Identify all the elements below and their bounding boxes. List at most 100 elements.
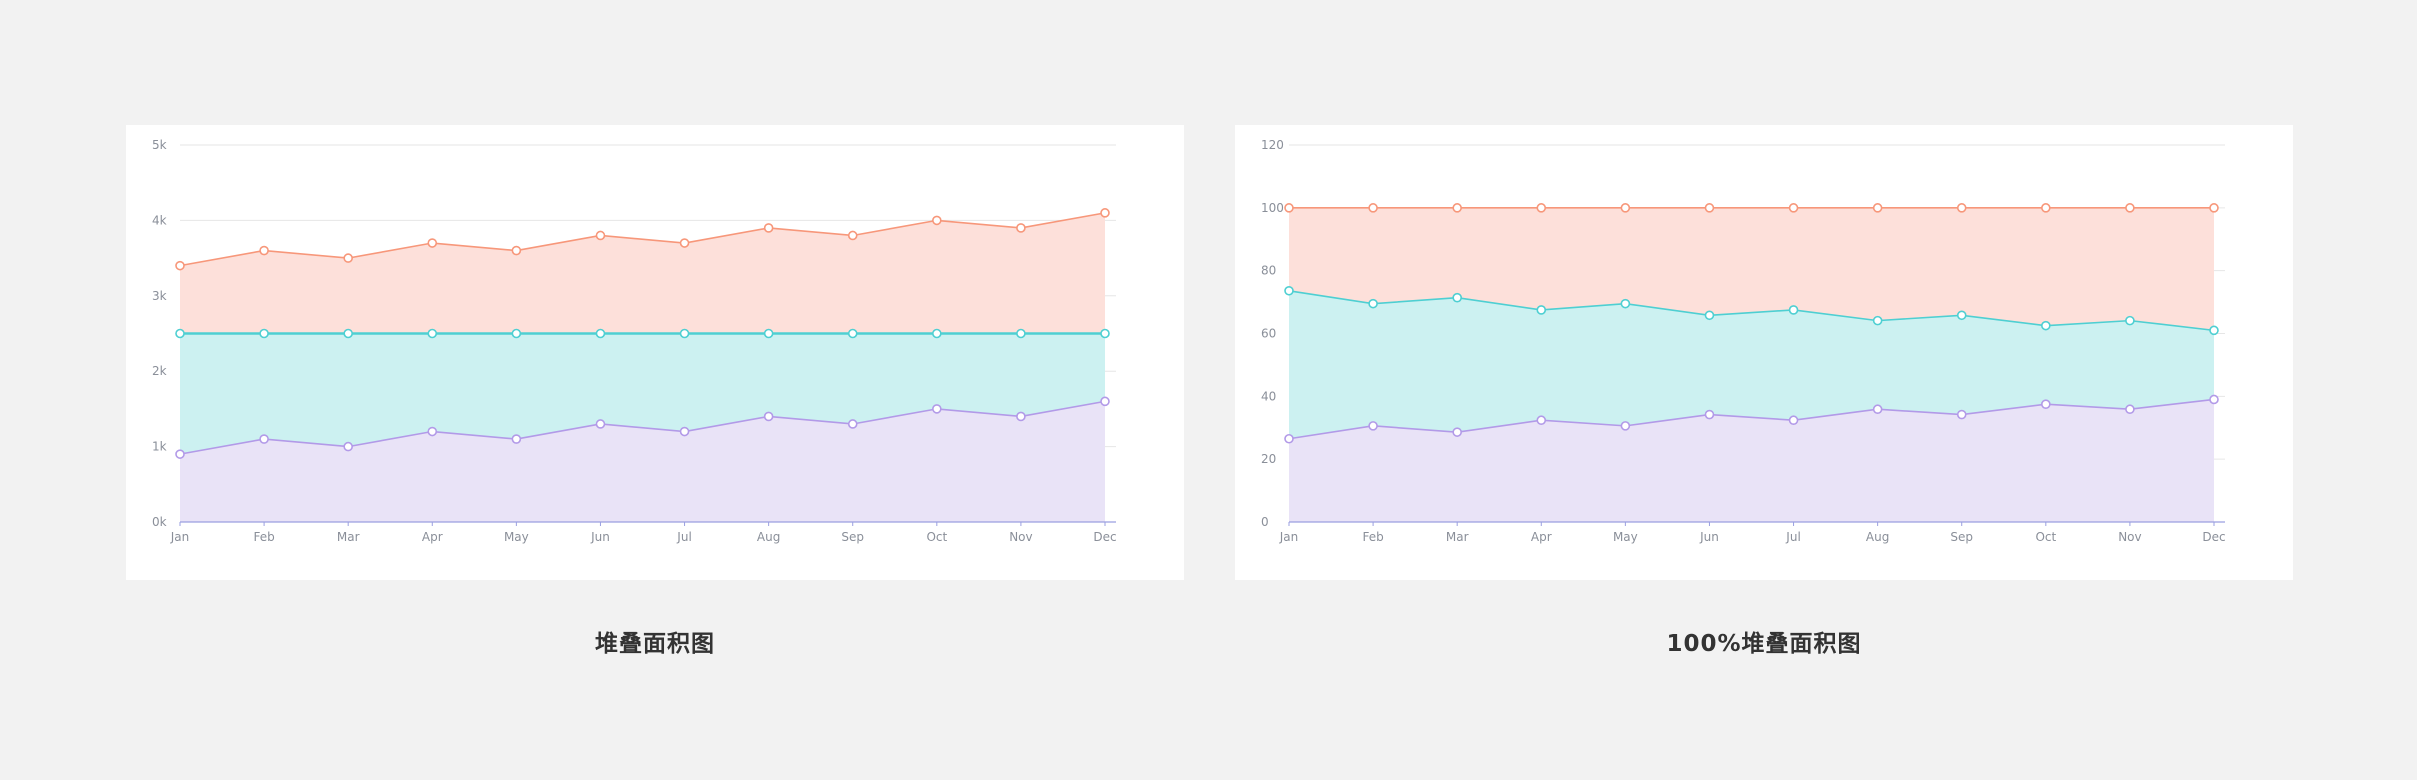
purple-data-point[interactable] bbox=[1872, 404, 1883, 415]
purple-data-point[interactable] bbox=[1704, 409, 1715, 420]
x-tick-label: Feb bbox=[1362, 530, 1383, 544]
x-tick-label: May bbox=[1613, 530, 1638, 544]
purple-data-point[interactable] bbox=[1788, 415, 1799, 426]
x-tick-label: Jan bbox=[1279, 530, 1299, 544]
orange-data-point[interactable] bbox=[175, 260, 185, 271]
cyan-data-point[interactable] bbox=[427, 328, 438, 339]
orange-data-point[interactable] bbox=[1016, 223, 1026, 233]
purple-data-point[interactable] bbox=[175, 449, 185, 459]
orange-data-point[interactable] bbox=[259, 245, 269, 256]
cyan-data-point[interactable] bbox=[259, 328, 269, 339]
orange-data-point[interactable] bbox=[2125, 203, 2135, 213]
x-tick-label: Jun bbox=[590, 530, 610, 544]
purple-data-point[interactable] bbox=[1100, 396, 1110, 407]
purple-data-point[interactable] bbox=[595, 419, 606, 429]
orange-data-point[interactable] bbox=[1620, 203, 1631, 213]
purple-data-point[interactable] bbox=[932, 404, 942, 414]
y-tick-label: 4k bbox=[152, 213, 167, 227]
orange-data-point[interactable] bbox=[1452, 203, 1462, 213]
cyan-data-point[interactable] bbox=[2041, 320, 2051, 331]
x-tick-label: Mar bbox=[337, 530, 360, 544]
purple-data-point[interactable] bbox=[511, 434, 522, 444]
purple-data-point[interactable] bbox=[343, 441, 353, 452]
cyan-data-point[interactable] bbox=[1956, 310, 1967, 321]
orange-data-point[interactable] bbox=[1100, 208, 1110, 218]
orange-data-point[interactable] bbox=[1788, 203, 1799, 213]
orange-data-point[interactable] bbox=[1704, 203, 1715, 213]
stacked-area-chart-panel: 0k 1k 2k 3k 4k 5k Jan Feb Mar Apr May Jun Jul Aug Sep O… bbox=[126, 125, 1184, 580]
cyan-data-point[interactable] bbox=[932, 328, 942, 339]
y-tick-label: 1k bbox=[152, 440, 167, 454]
purple-data-point[interactable] bbox=[2125, 404, 2135, 415]
cyan-data-point[interactable] bbox=[1016, 328, 1026, 339]
orange-data-point[interactable] bbox=[763, 223, 774, 233]
cyan-data-point[interactable] bbox=[175, 328, 185, 339]
purple-data-point[interactable] bbox=[1016, 411, 1026, 422]
cyan-data-point[interactable] bbox=[1872, 315, 1883, 326]
x-tick-label: Sep bbox=[841, 530, 864, 544]
purple-data-point[interactable] bbox=[2041, 399, 2051, 409]
cyan-data-point[interactable] bbox=[1620, 298, 1631, 309]
cyan-data-point[interactable] bbox=[1100, 328, 1110, 339]
orange-data-point[interactable] bbox=[1536, 203, 1547, 213]
orange-data-point[interactable] bbox=[2209, 203, 2219, 213]
cyan-area bbox=[1289, 290, 2214, 439]
orange-data-point[interactable] bbox=[1284, 203, 1294, 213]
y-tick-label: 3k bbox=[152, 289, 167, 303]
x-tick-label: Mar bbox=[1446, 530, 1469, 544]
cyan-data-point[interactable] bbox=[1788, 305, 1799, 315]
orange-data-point[interactable] bbox=[679, 238, 690, 248]
orange-data-point[interactable] bbox=[1956, 203, 1967, 213]
orange-data-point[interactable] bbox=[595, 230, 606, 241]
orange-data-point[interactable] bbox=[427, 238, 438, 248]
orange-data-point[interactable] bbox=[1368, 203, 1378, 213]
x-tick-label: Jun bbox=[1699, 530, 1719, 544]
cyan-data-point[interactable] bbox=[1536, 305, 1547, 315]
x-tick-label: Dec bbox=[1093, 530, 1116, 544]
cyan-data-point[interactable] bbox=[343, 328, 353, 339]
purple-series-line bbox=[179, 400, 1106, 455]
y-tick-label: 0k bbox=[152, 515, 167, 529]
purple-data-point[interactable] bbox=[1620, 421, 1631, 431]
x-tick-label: Jul bbox=[1785, 530, 1800, 544]
purple-data-point[interactable] bbox=[1536, 415, 1547, 426]
cyan-data-point[interactable] bbox=[679, 328, 690, 339]
purple-data-point[interactable] bbox=[1284, 433, 1294, 444]
stacked-area-chart: 0k 1k 2k 3k 4k 5k Jan Feb Mar Apr May Jun Jul Aug Sep O… bbox=[152, 138, 1117, 544]
cyan-area bbox=[180, 333, 1105, 455]
purple-data-point[interactable] bbox=[763, 411, 774, 422]
cyan-data-point[interactable] bbox=[1368, 298, 1378, 309]
purple-data-point[interactable] bbox=[427, 426, 438, 437]
orange-data-point[interactable] bbox=[847, 230, 858, 241]
orange-data-point[interactable] bbox=[343, 253, 353, 263]
cyan-data-point[interactable] bbox=[1704, 310, 1715, 321]
purple-data-point[interactable] bbox=[1452, 427, 1462, 437]
orange-area bbox=[180, 212, 1105, 334]
purple-data-point[interactable] bbox=[2209, 394, 2219, 405]
percent-stacked-area-chart-panel: 0 20 40 60 80 100 120 Jan Feb Mar Apr May Jun Jul Aug S… bbox=[1235, 125, 2293, 580]
y-tick-label: 2k bbox=[152, 364, 167, 378]
orange-data-point[interactable] bbox=[2041, 203, 2051, 213]
cyan-data-point[interactable] bbox=[511, 328, 522, 339]
purple-data-point[interactable] bbox=[1956, 409, 1967, 420]
orange-data-point[interactable] bbox=[1872, 203, 1883, 213]
purple-area bbox=[1289, 399, 2214, 522]
cyan-data-point[interactable] bbox=[2125, 315, 2135, 326]
x-tick-label: Aug bbox=[757, 530, 780, 544]
purple-data-point[interactable] bbox=[259, 434, 269, 444]
y-tick-label: 40 bbox=[1261, 389, 1276, 403]
cyan-data-point[interactable] bbox=[595, 328, 606, 339]
cyan-data-point[interactable] bbox=[763, 328, 774, 339]
purple-data-point[interactable] bbox=[1368, 421, 1378, 431]
orange-data-point[interactable] bbox=[932, 215, 942, 226]
purple-data-point[interactable] bbox=[847, 419, 858, 429]
y-tick-label: 120 bbox=[1261, 138, 1284, 152]
cyan-data-point[interactable] bbox=[1452, 292, 1462, 303]
cyan-data-point[interactable] bbox=[2209, 325, 2219, 336]
stacked-area-caption: 堆叠面积图 bbox=[595, 631, 715, 657]
cyan-data-point[interactable] bbox=[1284, 285, 1294, 296]
x-tick-label: Aug bbox=[1866, 530, 1889, 544]
orange-data-point[interactable] bbox=[511, 245, 522, 256]
cyan-data-point[interactable] bbox=[847, 328, 858, 339]
purple-data-point[interactable] bbox=[679, 426, 690, 437]
